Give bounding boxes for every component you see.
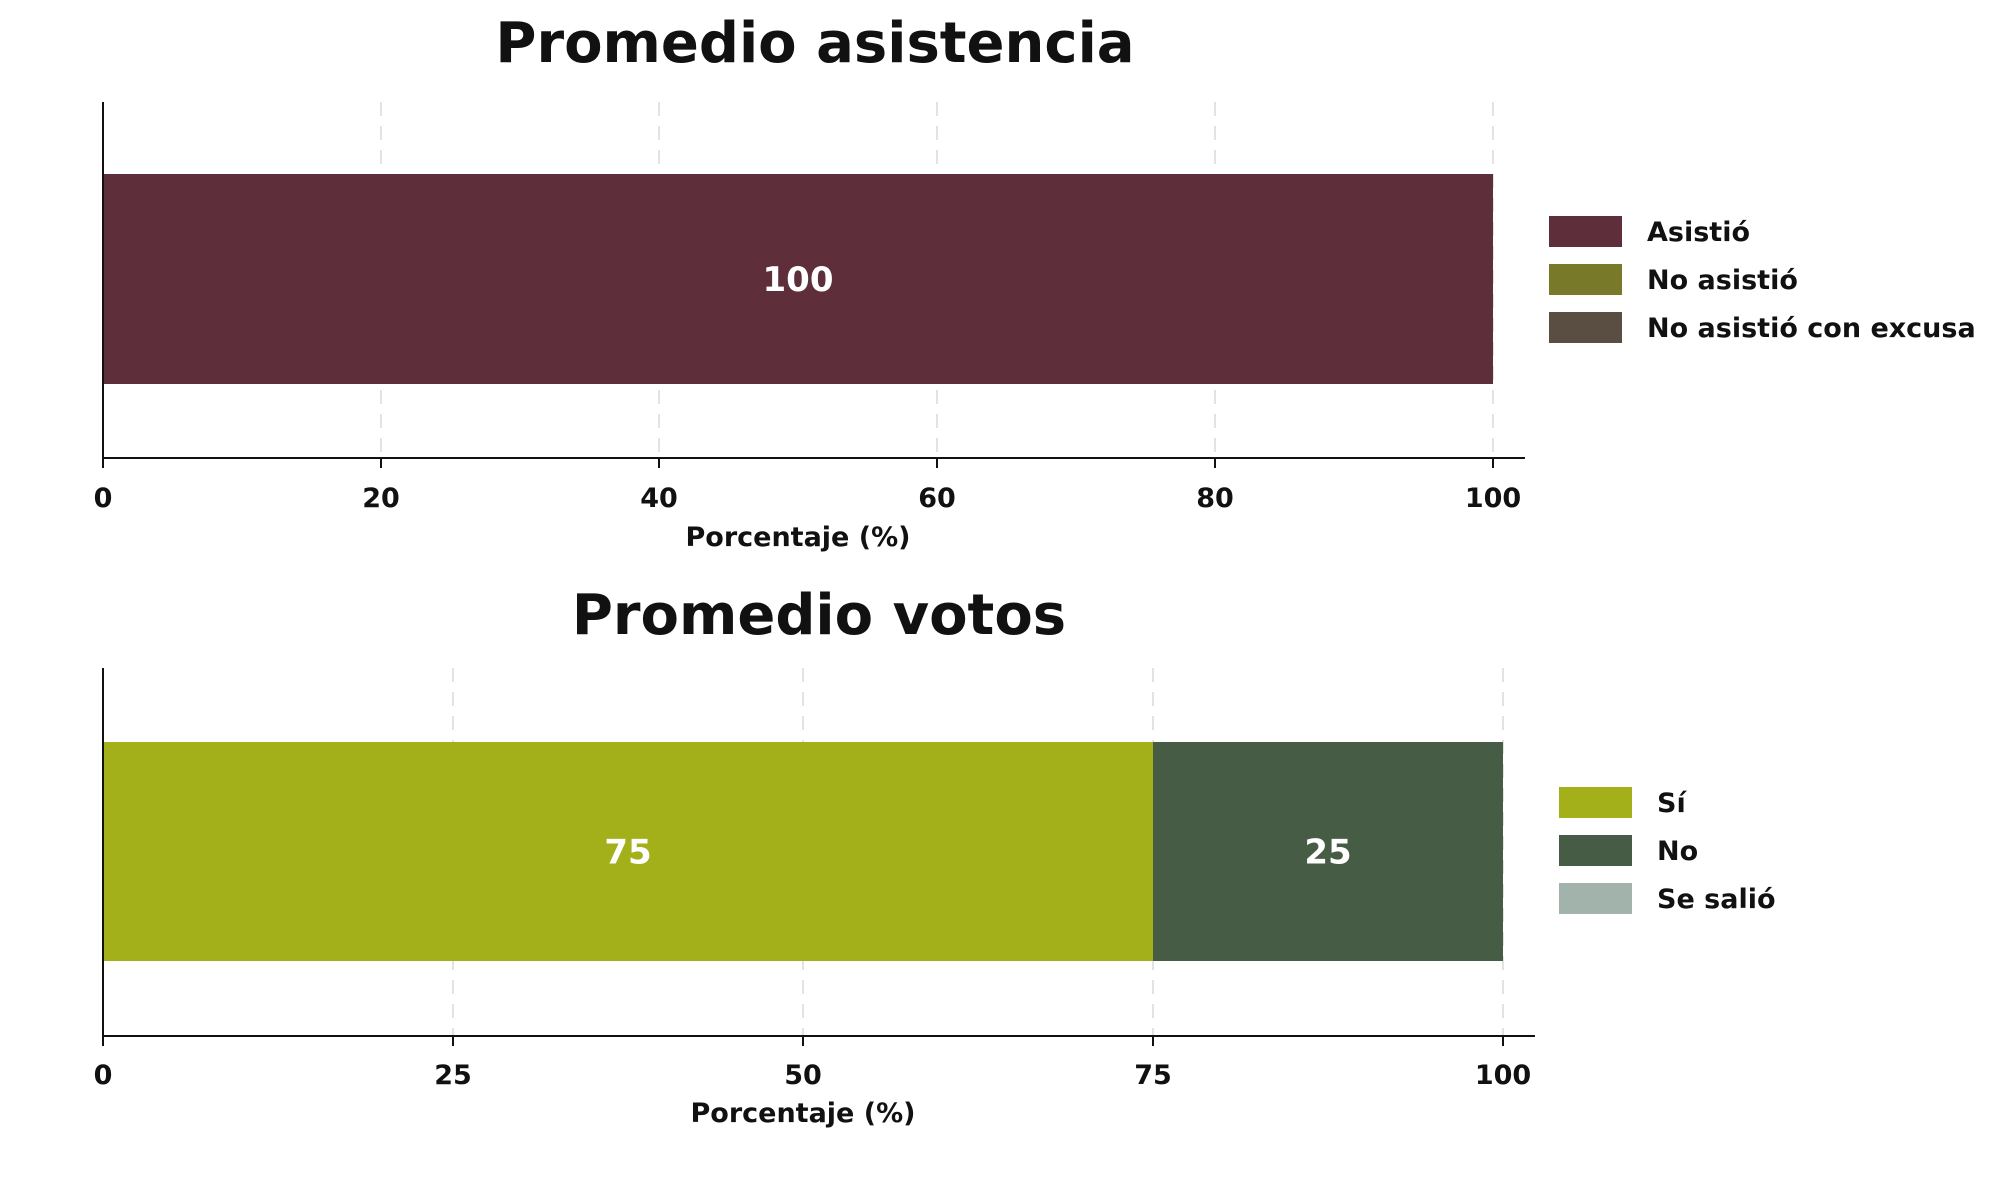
chart-2: Promedio votos 75 25 0 25 50 75 100 Porcentaje (… xyxy=(94,583,1776,1129)
bar-label-1: 75 xyxy=(604,833,651,873)
legend-label-2: No asistió xyxy=(1647,265,1798,296)
legend-swatch-1 xyxy=(1549,216,1622,247)
legend-label-2: No xyxy=(1657,836,1698,867)
x-axis-label: Porcentaje (%) xyxy=(690,1098,915,1129)
bar-label-1: 100 xyxy=(763,260,834,300)
legend: Sí No Se salió xyxy=(1559,787,1776,915)
chart-1: Promedio asistencia 100 0 20 40 60 80 100 Porcen… xyxy=(94,11,1976,553)
legend-label-3: No asistió con excusa xyxy=(1647,313,1976,344)
x-tick-label: 0 xyxy=(94,483,113,514)
legend-label-1: Asistió xyxy=(1647,217,1750,248)
legend-label-3: Se salió xyxy=(1657,884,1776,915)
chart-title: Promedio asistencia xyxy=(495,11,1134,76)
x-axis-label: Porcentaje (%) xyxy=(685,522,910,553)
bar-1 xyxy=(103,174,1493,384)
x-tick-label: 100 xyxy=(1475,1060,1531,1091)
x-tick-label: 25 xyxy=(434,1060,472,1091)
legend-swatch-3 xyxy=(1549,312,1622,343)
x-tick-label: 0 xyxy=(94,1060,113,1091)
bar-2 xyxy=(1153,742,1503,961)
x-tick-label: 60 xyxy=(918,483,956,514)
x-tick-label: 80 xyxy=(1196,483,1234,514)
legend-swatch-2 xyxy=(1559,835,1632,866)
legend-swatch-1 xyxy=(1559,787,1632,818)
bar-label-2: 25 xyxy=(1304,833,1351,873)
x-tick-label: 50 xyxy=(784,1060,822,1091)
x-tick-label: 75 xyxy=(1134,1060,1172,1091)
legend-label-1: Sí xyxy=(1657,788,1687,819)
x-tick-label: 40 xyxy=(640,483,678,514)
legend-swatch-3 xyxy=(1559,883,1632,914)
legend-swatch-2 xyxy=(1549,264,1622,295)
x-tick-label: 100 xyxy=(1465,483,1521,514)
chart-title: Promedio votos xyxy=(572,583,1066,648)
x-tick-label: 20 xyxy=(362,483,400,514)
legend: Asistió No asistió No asistió con excusa xyxy=(1549,216,1976,344)
bar-1 xyxy=(103,742,1153,961)
